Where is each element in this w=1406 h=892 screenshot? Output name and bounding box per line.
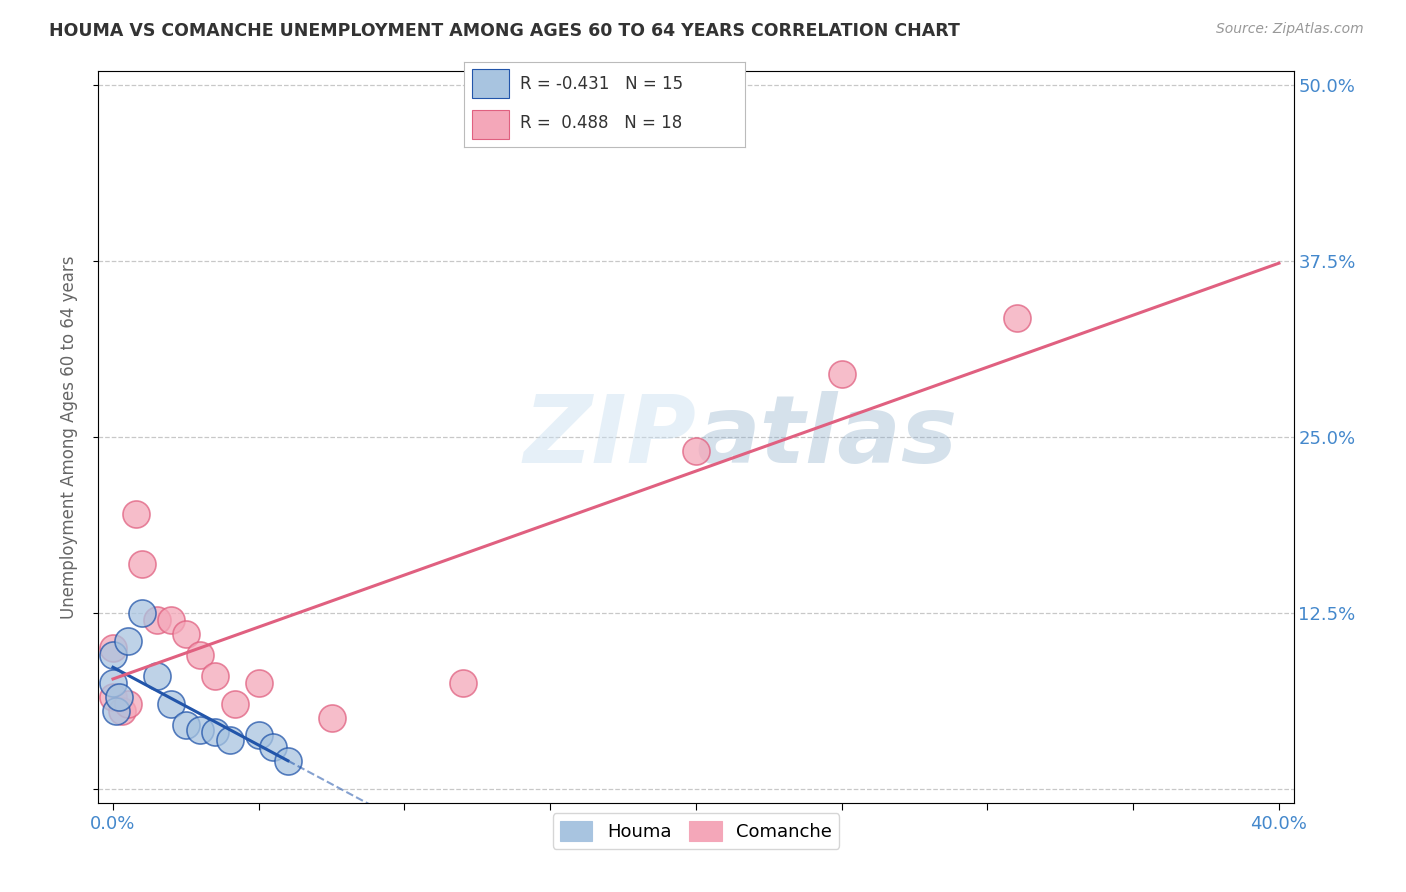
Point	[685, 444, 707, 458]
Point	[190, 648, 212, 662]
Point	[1005, 310, 1028, 325]
Legend: Houma, Comanche: Houma, Comanche	[553, 814, 839, 848]
Point	[204, 669, 226, 683]
Point	[125, 508, 148, 522]
Text: atlas: atlas	[696, 391, 957, 483]
Point	[131, 557, 153, 571]
Text: Source: ZipAtlas.com: Source: ZipAtlas.com	[1216, 22, 1364, 37]
Point	[218, 732, 240, 747]
Point	[160, 613, 183, 627]
Y-axis label: Unemployment Among Ages 60 to 64 years: Unemployment Among Ages 60 to 64 years	[59, 255, 77, 619]
Point	[321, 711, 343, 725]
Point	[277, 754, 299, 768]
Point	[101, 648, 124, 662]
Bar	[472, 110, 509, 139]
Point	[111, 705, 134, 719]
Point	[224, 698, 246, 712]
Point	[174, 627, 197, 641]
Text: ZIP: ZIP	[523, 391, 696, 483]
Point	[145, 613, 167, 627]
Point	[131, 606, 153, 620]
Point	[262, 739, 284, 754]
Point	[117, 634, 139, 648]
Point	[108, 690, 131, 705]
Point	[204, 725, 226, 739]
Point	[117, 698, 139, 712]
Point	[101, 690, 124, 705]
Point	[101, 641, 124, 656]
Text: R =  0.488   N = 18: R = 0.488 N = 18	[520, 114, 682, 132]
Point	[145, 669, 167, 683]
Point	[831, 367, 853, 381]
Text: R = -0.431   N = 15: R = -0.431 N = 15	[520, 75, 683, 93]
Point	[160, 698, 183, 712]
Point	[174, 718, 197, 732]
Point	[451, 676, 474, 690]
Point	[101, 676, 124, 690]
Text: HOUMA VS COMANCHE UNEMPLOYMENT AMONG AGES 60 TO 64 YEARS CORRELATION CHART: HOUMA VS COMANCHE UNEMPLOYMENT AMONG AGE…	[49, 22, 960, 40]
Point	[190, 723, 212, 737]
Point	[247, 676, 270, 690]
Point	[247, 728, 270, 742]
Bar	[472, 70, 509, 98]
Point	[104, 705, 127, 719]
